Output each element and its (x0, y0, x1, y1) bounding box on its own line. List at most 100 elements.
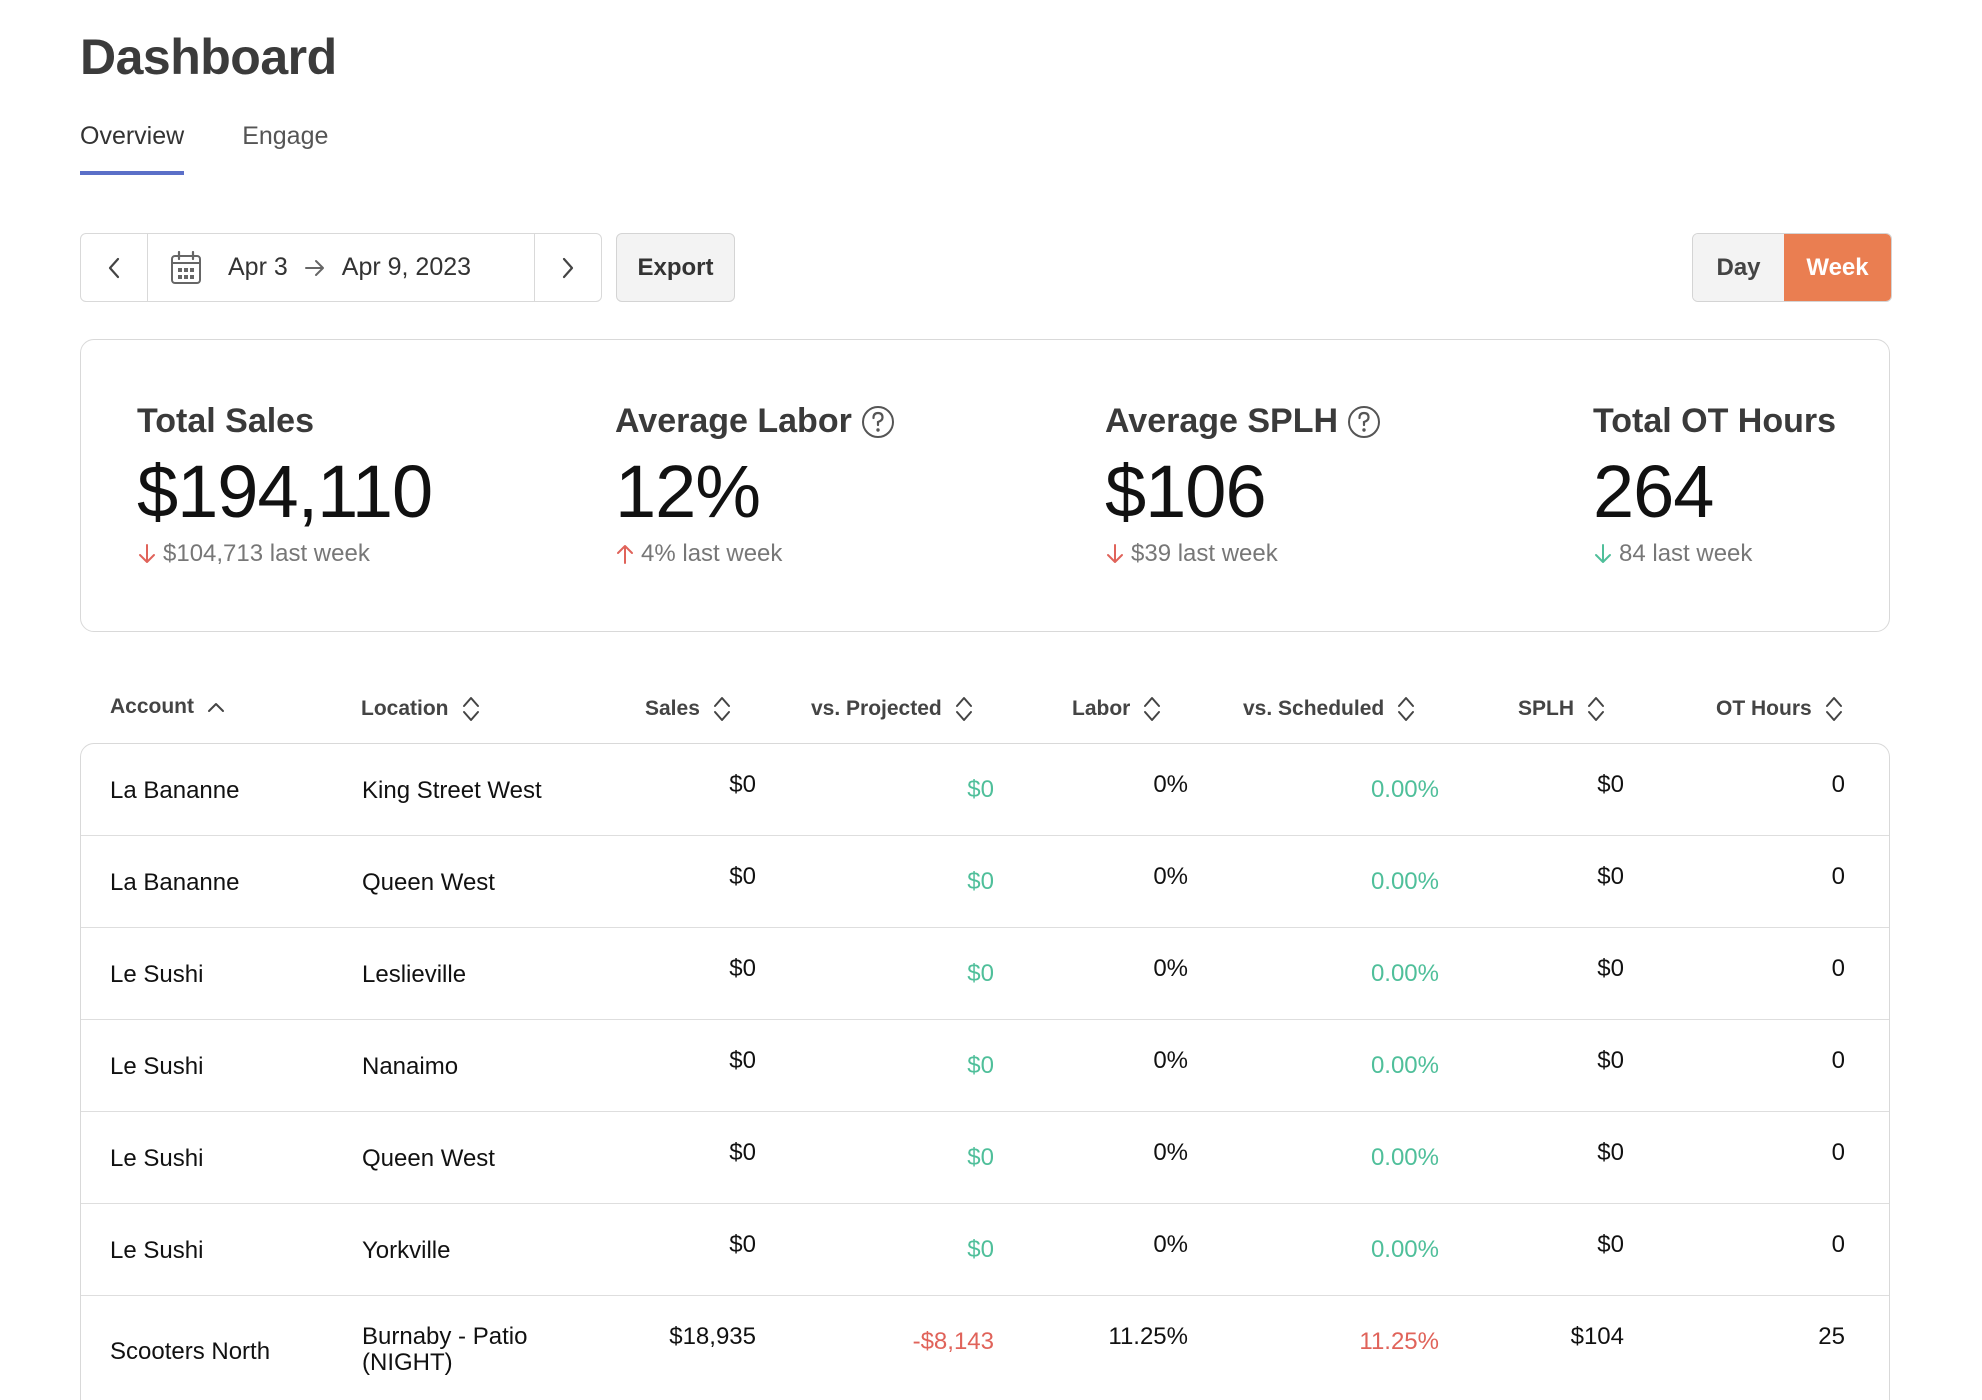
cell-splh: $0 (1597, 955, 1624, 982)
table-row[interactable]: La Bananne King Street West $0 $0 0% 0.0… (81, 744, 1889, 836)
date-range-picker: Apr 3 Apr 9, 2023 (80, 233, 602, 302)
table-row[interactable]: Scooters North Burnaby - Patio (NIGHT) $… (81, 1296, 1889, 1400)
summary-stats-card: Total Sales $194,110 $104,713 last week … (80, 339, 1890, 632)
column-header-location[interactable]: Location (361, 695, 481, 723)
arrow-down-icon (1105, 543, 1125, 565)
arrow-down-icon (1593, 543, 1613, 565)
cell-labor: 0% (1153, 771, 1188, 798)
cell-vs-projected: $0 (967, 776, 994, 803)
stat-change: 4% last week (615, 540, 896, 568)
week-button[interactable]: Week (1784, 234, 1891, 301)
stat-change: $104,713 last week (137, 540, 432, 568)
sort-icon (1142, 695, 1162, 723)
tab-bar: Overview Engage (80, 122, 386, 175)
sort-icon (1824, 695, 1844, 723)
sort-icon (712, 695, 732, 723)
cell-labor: 0% (1153, 955, 1188, 982)
stat-total-sales: Total Sales $194,110 $104,713 last week (137, 402, 433, 568)
sort-icon (954, 695, 974, 723)
cell-account: La Bananne (110, 777, 240, 804)
sort-icon (1586, 695, 1606, 723)
column-header-vs-scheduled[interactable]: vs. Scheduled (1243, 695, 1416, 723)
date-range-display[interactable]: Apr 3 Apr 9, 2023 (148, 234, 534, 301)
cell-ot-hours: 0 (1831, 955, 1845, 982)
cell-vs-scheduled: 0.00% (1370, 776, 1439, 803)
export-button[interactable]: Export (616, 233, 735, 302)
cell-location: Burnaby - Patio (NIGHT) (362, 1323, 528, 1376)
cell-vs-projected: $0 (967, 868, 994, 895)
cell-account: Le Sushi (110, 961, 204, 988)
arrow-right-icon (304, 259, 326, 277)
cell-location: Queen West (362, 869, 495, 896)
cell-vs-scheduled: 0.00% (1370, 868, 1439, 895)
table-row[interactable]: Le Sushi Queen West $0 $0 0% 0.00% $0 0 (81, 1112, 1889, 1204)
table-row[interactable]: Le Sushi Yorkville $0 $0 0% 0.00% $0 0 (81, 1204, 1889, 1296)
tab-engage[interactable]: Engage (242, 122, 329, 150)
stat-value: 12% (615, 450, 761, 533)
column-header-vs-projected[interactable]: vs. Projected (811, 695, 974, 723)
cell-vs-projected: $0 (967, 1052, 994, 1079)
cell-labor: 0% (1153, 863, 1188, 890)
cell-account: Le Sushi (110, 1237, 204, 1264)
cell-ot-hours: 25 (1818, 1323, 1845, 1350)
cell-ot-hours: 0 (1831, 1047, 1845, 1074)
page-title: Dashboard (80, 29, 337, 85)
tab-overview[interactable]: Overview (80, 122, 185, 175)
cell-location: Nanaimo (362, 1053, 459, 1080)
column-header-account[interactable]: Account (110, 695, 226, 719)
cell-splh: $0 (1597, 1139, 1624, 1166)
arrow-up-icon (615, 543, 635, 565)
stat-value: 264 (1593, 450, 1714, 533)
cell-labor: 0% (1153, 1139, 1188, 1166)
chevron-left-icon (107, 257, 121, 279)
stat-average-splh: Average SPLH $106 $39 last week (1105, 402, 1382, 568)
cell-vs-scheduled: 0.00% (1370, 1144, 1439, 1171)
cell-splh: $0 (1597, 1231, 1624, 1258)
stat-label: Total OT Hours (1593, 402, 1837, 440)
help-icon[interactable] (1346, 404, 1382, 440)
cell-vs-projected: $0 (967, 1236, 994, 1263)
column-header-ot-hours[interactable]: OT Hours (1716, 695, 1844, 723)
cell-account: Le Sushi (110, 1053, 204, 1080)
cell-account: La Bananne (110, 869, 240, 896)
cell-location: Leslieville (362, 961, 467, 988)
cell-splh: $0 (1597, 863, 1624, 890)
day-button[interactable]: Day (1693, 234, 1784, 301)
cell-location: King Street West (362, 777, 542, 804)
date-end: Apr 9, 2023 (341, 253, 472, 281)
stat-label: Total Sales (137, 402, 314, 440)
column-header-labor[interactable]: Labor (1072, 695, 1162, 723)
cell-splh: $0 (1597, 771, 1624, 798)
stat-label: Average SPLH (1105, 402, 1382, 441)
sort-icon (1396, 695, 1416, 723)
cell-sales: $0 (729, 955, 756, 982)
table-row[interactable]: Le Sushi Leslieville $0 $0 0% 0.00% $0 0 (81, 928, 1889, 1020)
period-toggle: Day Week (1692, 233, 1892, 302)
column-header-sales[interactable]: Sales (645, 695, 732, 723)
help-icon[interactable] (860, 404, 896, 440)
cell-labor: 0% (1153, 1047, 1188, 1074)
cell-vs-scheduled: 0.00% (1370, 960, 1439, 987)
cell-labor: 0% (1153, 1231, 1188, 1258)
cell-labor: 11.25% (1108, 1323, 1188, 1350)
cell-vs-projected: -$8,143 (912, 1328, 994, 1355)
cell-ot-hours: 0 (1831, 771, 1845, 798)
previous-period-button[interactable] (81, 234, 148, 301)
cell-vs-scheduled: 11.25% (1359, 1328, 1439, 1355)
calendar-icon (170, 250, 202, 285)
column-header-splh[interactable]: SPLH (1518, 695, 1606, 723)
table-row[interactable]: Le Sushi Nanaimo $0 $0 0% 0.00% $0 0 (81, 1020, 1889, 1112)
cell-sales: $0 (729, 771, 756, 798)
cell-sales: $0 (729, 1231, 756, 1258)
cell-vs-scheduled: 0.00% (1370, 1052, 1439, 1079)
cell-vs-projected: $0 (967, 1144, 994, 1171)
arrow-down-icon (137, 543, 157, 565)
next-period-button[interactable] (534, 234, 601, 301)
table-row[interactable]: La Bananne Queen West $0 $0 0% 0.00% $0 … (81, 836, 1889, 928)
cell-vs-scheduled: 0.00% (1370, 1236, 1439, 1263)
stat-average-labor: Average Labor 12% 4% last week (615, 402, 896, 568)
sort-icon (461, 695, 481, 723)
cell-splh: $0 (1597, 1047, 1624, 1074)
cell-location: Yorkville (362, 1237, 451, 1264)
locations-table: La Bananne King Street West $0 $0 0% 0.0… (80, 743, 1890, 1400)
